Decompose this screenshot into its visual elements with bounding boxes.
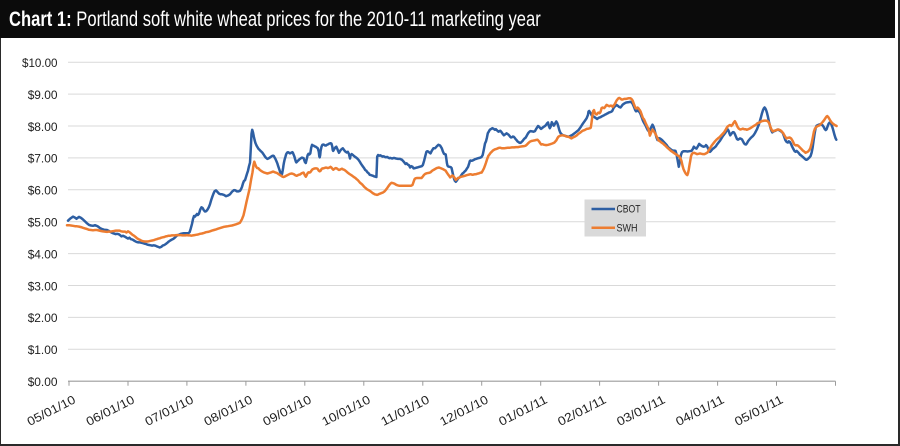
svg-text:$3.00: $3.00 [28,279,58,293]
svg-text:07/01/10: 07/01/10 [143,392,196,428]
svg-text:04/01/11: 04/01/11 [673,392,726,428]
svg-text:$9.00: $9.00 [28,88,58,102]
svg-text:11/01/10: 11/01/10 [379,392,432,428]
svg-text:SWH: SWH [617,222,638,234]
svg-text:01/01/11: 01/01/11 [496,392,549,428]
svg-text:08/01/10: 08/01/10 [202,392,255,428]
svg-text:$4.00: $4.00 [28,247,58,261]
svg-text:03/01/11: 03/01/11 [614,392,667,428]
svg-text:$10.00: $10.00 [22,56,58,70]
svg-text:09/01/10: 09/01/10 [261,392,314,428]
svg-text:06/01/10: 06/01/10 [84,392,137,428]
svg-text:$5.00: $5.00 [28,216,58,230]
svg-text:02/01/11: 02/01/11 [555,392,608,428]
svg-text:$1.00: $1.00 [28,343,58,357]
svg-text:05/01/11: 05/01/11 [732,392,785,428]
svg-text:$2.00: $2.00 [28,311,58,325]
svg-text:10/01/10: 10/01/10 [320,392,373,428]
svg-text:$0.00: $0.00 [28,375,58,389]
svg-text:$6.00: $6.00 [28,184,58,198]
svg-text:$8.00: $8.00 [28,120,58,134]
svg-text:$7.00: $7.00 [28,152,58,166]
svg-text:CBOT: CBOT [617,204,641,216]
svg-text:05/01/10: 05/01/10 [25,392,78,428]
svg-text:12/01/10: 12/01/10 [437,392,490,428]
